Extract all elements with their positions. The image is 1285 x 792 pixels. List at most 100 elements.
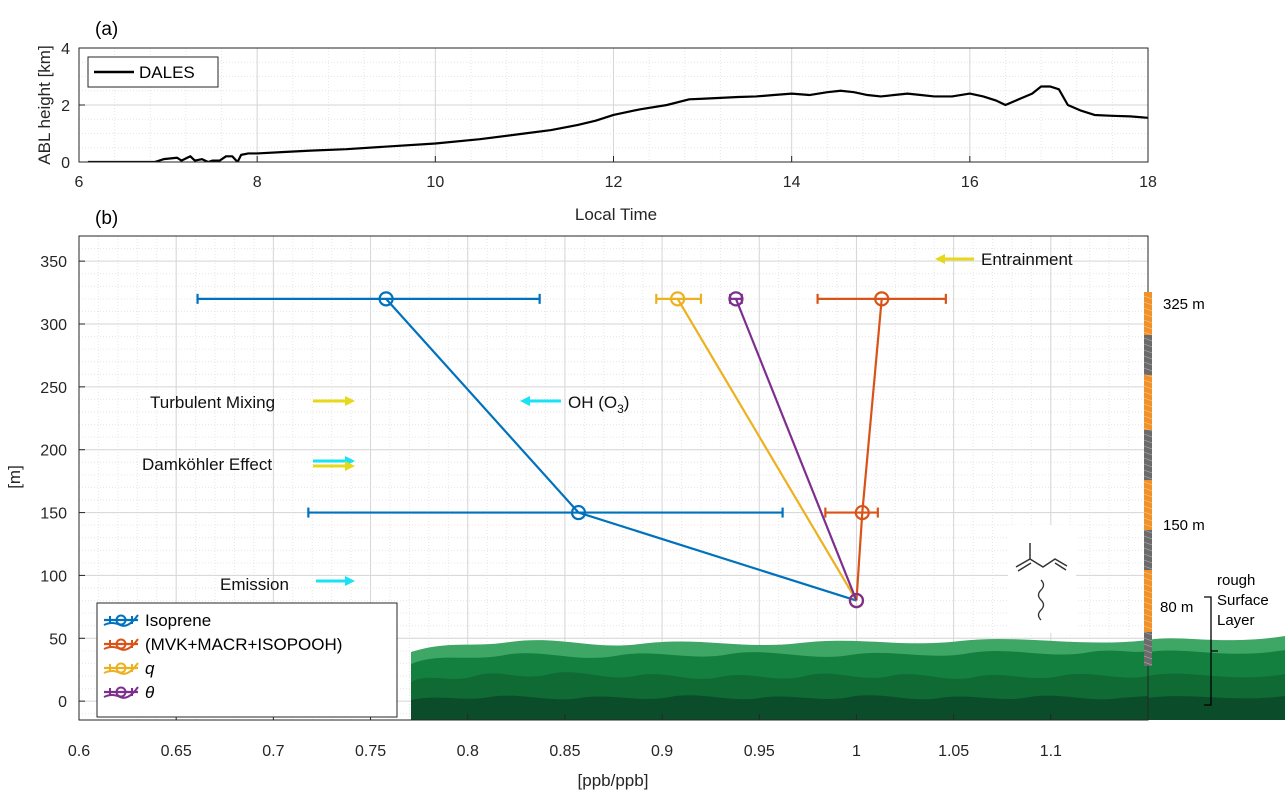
x-tick-label: 16 xyxy=(961,174,979,191)
x-tick-label: 8 xyxy=(253,174,262,191)
marker-theta xyxy=(728,291,744,307)
tower-lattice xyxy=(1143,571,1153,576)
panel-b-xlabel: [ppb/ppb] xyxy=(578,771,649,790)
tower-lattice xyxy=(1143,373,1153,378)
y-tick-label: 2 xyxy=(61,98,70,115)
tower-label-80m: 80 m xyxy=(1160,599,1193,616)
legend-swoosh xyxy=(103,662,139,675)
y-tick-label: 4 xyxy=(61,41,70,58)
oh-label: OH (O3) xyxy=(568,393,629,416)
tower-lattice xyxy=(1143,541,1153,546)
series-line-q xyxy=(676,298,858,602)
tower-label-325m: 325 m xyxy=(1163,296,1205,313)
x-tick-label: 1.05 xyxy=(938,743,969,760)
layer-label: Layer xyxy=(1217,612,1255,629)
tower-lattice xyxy=(1143,331,1153,336)
panel-a-label: (a) xyxy=(95,19,118,40)
tower-lattice xyxy=(1143,475,1153,480)
tower-lattice xyxy=(1143,361,1153,366)
tower-lattice xyxy=(1143,391,1153,396)
annotation-oh: OH (O3) xyxy=(520,393,629,416)
x-tick-label: 0.75 xyxy=(355,743,386,760)
rough-label: rough xyxy=(1217,572,1255,589)
legend-entry-isoprene: Isoprene xyxy=(103,611,211,630)
x-tick-label: 14 xyxy=(783,174,801,191)
isoprene-molecule-icon xyxy=(1008,525,1076,633)
tower-lattice xyxy=(1143,535,1153,540)
tower-lattice xyxy=(1143,313,1153,318)
x-tick-label: 6 xyxy=(75,174,84,191)
tower-lattice xyxy=(1143,631,1153,636)
tower-lattice xyxy=(1143,439,1153,444)
tower-lattice xyxy=(1143,601,1153,606)
legend-swoosh xyxy=(103,638,139,651)
panel-a-ticks: 6 8 10 12 14 16 18 0 2 4 xyxy=(61,41,1157,191)
x-tick-label: 0.65 xyxy=(161,743,192,760)
x-tick-label: 0.6 xyxy=(68,743,90,760)
tower-mast-segment xyxy=(1144,632,1152,666)
tower-lattice xyxy=(1143,487,1153,492)
tower-labels: 325 m 150 m 80 m rough Surface Layer xyxy=(1160,296,1269,706)
marker-mvk xyxy=(874,291,890,307)
panel-b-legend: Isoprene (MVK+MACR+ISOPOOH) qθ xyxy=(96,602,398,718)
marker-q xyxy=(670,291,686,307)
tower-lattice xyxy=(1143,625,1153,630)
turbulent-mixing-label: Turbulent Mixing xyxy=(150,393,275,412)
tower-lattice xyxy=(1143,415,1153,420)
x-tick-label: 12 xyxy=(605,174,623,191)
tower-lattice xyxy=(1143,355,1153,360)
legend-swoosh xyxy=(103,686,139,699)
tower-lattice xyxy=(1143,409,1153,414)
tower-lattice xyxy=(1143,499,1153,504)
tower-label-150m: 150 m xyxy=(1163,517,1205,534)
tower-lattice xyxy=(1143,337,1153,342)
tower-lattice xyxy=(1143,613,1153,618)
tower-lattice xyxy=(1143,661,1153,666)
tower-mast-segment xyxy=(1144,430,1152,480)
tower-lattice xyxy=(1143,445,1153,450)
tower-mast-segment xyxy=(1144,530,1152,570)
y-tick-label: 100 xyxy=(40,568,67,585)
tower-lattice xyxy=(1143,319,1153,324)
tower-lattice xyxy=(1143,421,1153,426)
surface-label: Surface xyxy=(1217,592,1269,609)
x-tick-label: 1.1 xyxy=(1040,743,1062,760)
panel-b-ticks: 0.6 0.65 0.7 0.75 0.8 0.85 0.9 0.95 1 1.05 1.1 0 50 1… xyxy=(40,254,1062,760)
marker-theta xyxy=(848,592,865,609)
tower-lattice xyxy=(1143,583,1153,588)
tower-lattice xyxy=(1143,505,1153,510)
y-tick-label: 50 xyxy=(49,631,67,648)
x-tick-label: 0.8 xyxy=(457,743,479,760)
series-line-theta xyxy=(734,298,858,601)
legend-label-theta: θ xyxy=(145,683,155,702)
series-line-dales xyxy=(87,85,1148,162)
emission-label: Emission xyxy=(220,575,289,594)
y-tick-label: 200 xyxy=(40,443,67,460)
forest-canopy-image xyxy=(411,638,1148,720)
legend-entry-theta: θ xyxy=(103,683,155,702)
tower-lattice xyxy=(1143,511,1153,516)
tower-lattice xyxy=(1143,367,1153,372)
legend-label-mvk: (MVK+MACR+ISOPOOH) xyxy=(145,635,342,654)
tower-lattice xyxy=(1143,301,1153,306)
tower-lattice xyxy=(1143,379,1153,384)
x-tick-label: 0.7 xyxy=(262,743,284,760)
tower-lattice xyxy=(1143,643,1153,648)
tower-mast-segment xyxy=(1144,335,1152,375)
panel-a-legend: DALES xyxy=(87,56,219,88)
x-tick-label: 10 xyxy=(426,174,444,191)
tower-lattice xyxy=(1143,481,1153,486)
x-tick-label: 0.95 xyxy=(744,743,775,760)
forest-canopy-right xyxy=(1148,636,1285,720)
panel-a-series xyxy=(87,85,1148,162)
surface-layer-bracket xyxy=(1204,596,1218,706)
legend-label-isoprene: Isoprene xyxy=(145,611,211,630)
tower-lattice xyxy=(1143,523,1153,528)
tower-lattice xyxy=(1143,577,1153,582)
tower-lattice xyxy=(1143,463,1153,468)
tower-lattice xyxy=(1143,397,1153,402)
tower-lattice xyxy=(1143,607,1153,612)
x-tick-label: 18 xyxy=(1139,174,1157,191)
annotation-emission: Emission xyxy=(220,575,355,594)
